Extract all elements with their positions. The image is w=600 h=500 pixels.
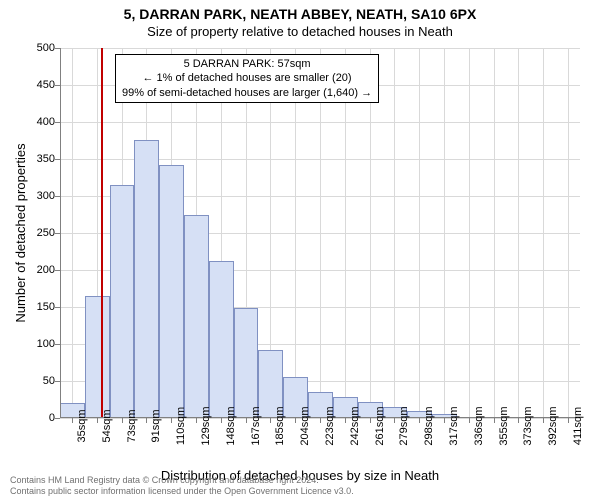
histogram-bar [184,215,209,419]
x-tick-mark [97,418,98,423]
x-tick-mark [543,418,544,423]
x-tick-mark [171,418,172,423]
y-tick-label: 100 [15,338,55,350]
plot-area: 5 DARRAN PARK: 57sqm← 1% of detached hou… [60,48,580,418]
histogram-bar [209,261,234,418]
x-tick-label: 91sqm [150,409,162,442]
y-tick-mark [55,307,60,308]
y-tick-mark [55,196,60,197]
x-tick-label: 279sqm [398,406,410,445]
x-tick-label: 148sqm [225,406,237,445]
x-tick-mark [295,418,296,423]
x-tick-mark [394,418,395,423]
x-tick-label: 73sqm [126,409,138,442]
footer-line-2: Contains public sector information licen… [10,486,590,497]
y-tick-mark [55,381,60,382]
x-tick-label: 54sqm [101,409,113,442]
y-tick-mark [55,233,60,234]
chart-title: 5, DARRAN PARK, NEATH ABBEY, NEATH, SA10… [0,6,600,22]
y-tick-label: 400 [15,116,55,128]
gridline-v [494,48,495,418]
y-tick-label: 500 [15,42,55,54]
x-tick-label: 298sqm [423,406,435,445]
x-tick-label: 242sqm [349,406,361,445]
gridline-v [469,48,470,418]
y-axis-line [60,48,61,418]
x-tick-label: 110sqm [175,407,187,445]
y-tick-label: 450 [15,79,55,91]
annotation-box: 5 DARRAN PARK: 57sqm← 1% of detached hou… [115,54,379,103]
y-tick-mark [55,159,60,160]
x-tick-mark [370,418,371,423]
y-tick-label: 50 [15,375,55,387]
y-tick-mark [55,85,60,86]
y-tick-label: 250 [15,227,55,239]
x-tick-label: 129sqm [200,406,212,445]
y-tick-mark [55,122,60,123]
x-tick-mark [146,418,147,423]
x-tick-label: 185sqm [274,406,286,445]
x-tick-mark [568,418,569,423]
x-tick-label: 373sqm [522,406,534,445]
y-tick-mark [55,48,60,49]
annotation-line-2: ← 1% of detached houses are smaller (20) [122,71,372,85]
histogram-bar [234,308,259,418]
x-tick-label: 261sqm [374,406,386,445]
x-tick-mark [518,418,519,423]
y-tick-label: 0 [15,412,55,424]
x-tick-label: 204sqm [299,406,311,445]
gridline-v [320,48,321,418]
x-tick-mark [494,418,495,423]
y-tick-label: 300 [15,190,55,202]
x-tick-label: 317sqm [448,406,460,445]
x-tick-mark [320,418,321,423]
gridline-v [394,48,395,418]
x-tick-mark [122,418,123,423]
x-tick-label: 392sqm [547,406,559,445]
y-tick-mark [55,344,60,345]
x-tick-label: 35sqm [76,409,88,442]
gridline-v [370,48,371,418]
y-tick-label: 200 [15,264,55,276]
x-tick-label: 167sqm [250,406,262,445]
footer-attribution: Contains HM Land Registry data © Crown c… [10,475,590,497]
gridline-v [295,48,296,418]
gridline-v [72,48,73,418]
gridline-v [568,48,569,418]
property-marker-line [101,48,103,418]
gridline-v [419,48,420,418]
x-tick-label: 336sqm [473,406,485,445]
x-tick-mark [345,418,346,423]
histogram-bar [110,185,135,418]
annotation-line-3: 99% of semi-detached houses are larger (… [122,86,372,100]
footer-line-1: Contains HM Land Registry data © Crown c… [10,475,590,486]
annotation-line-1: 5 DARRAN PARK: 57sqm [122,57,372,71]
x-tick-mark [444,418,445,423]
y-tick-label: 150 [15,301,55,313]
y-tick-label: 350 [15,153,55,165]
x-tick-mark [72,418,73,423]
x-tick-mark [246,418,247,423]
x-tick-label: 223sqm [324,406,336,445]
gridline-v [345,48,346,418]
gridline-v [518,48,519,418]
x-tick-label: 355sqm [498,406,510,445]
chart-subtitle: Size of property relative to detached ho… [0,24,600,39]
x-tick-mark [419,418,420,423]
x-tick-mark [221,418,222,423]
gridline-v [543,48,544,418]
x-tick-mark [469,418,470,423]
gridline-v [444,48,445,418]
y-tick-mark [55,270,60,271]
x-tick-mark [270,418,271,423]
histogram-bar [134,140,159,418]
x-tick-label: 411sqm [572,407,584,445]
x-tick-mark [196,418,197,423]
histogram-bar [85,296,110,418]
y-tick-mark [55,418,60,419]
histogram-bar [159,165,184,418]
